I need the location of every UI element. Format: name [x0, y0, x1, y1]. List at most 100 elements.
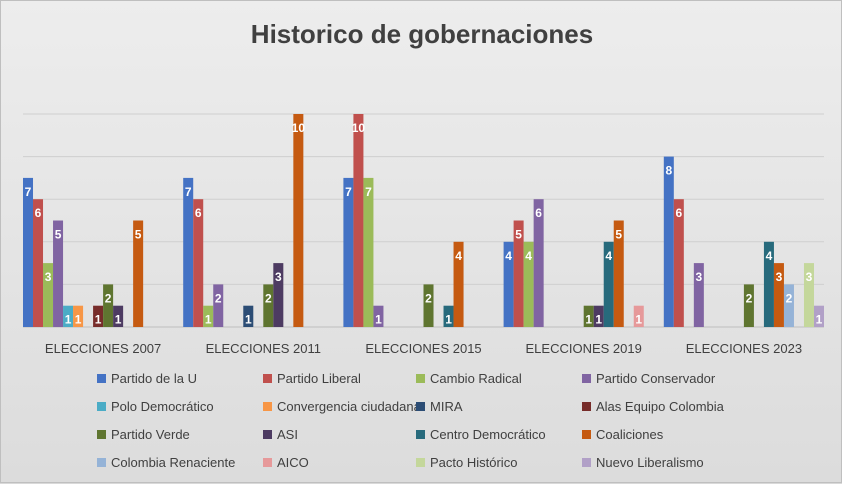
- bar-mira-2: [243, 305, 254, 327]
- data-label: 1: [205, 313, 212, 327]
- data-label: 7: [185, 185, 192, 199]
- legend-label: Partido Verde: [111, 427, 190, 442]
- data-label: 6: [195, 206, 202, 220]
- bar-partido-liberal-1: [33, 199, 44, 327]
- bar-coaliciones-5: [773, 263, 784, 327]
- bar-asi-4: [593, 305, 604, 327]
- x-tick-label: ELECCIONES 2023: [686, 341, 802, 356]
- x-tick-label: ELECCIONES 2011: [206, 341, 321, 356]
- bar-pacto-historico-5: [803, 263, 814, 327]
- bar-partido-conservador-4: [533, 199, 544, 327]
- legend-item-mira: MIRA: [416, 399, 463, 414]
- data-label: 6: [675, 206, 682, 220]
- x-axis: ELECCIONES 2007 ELECCIONES 2011 ELECCIONES…: [45, 341, 802, 356]
- data-label: 7: [345, 185, 352, 199]
- legend-label: MIRA: [430, 399, 463, 414]
- data-label: 5: [615, 228, 622, 242]
- data-label: 1: [445, 313, 452, 327]
- data-label: 1: [115, 313, 122, 327]
- data-label: 3: [776, 270, 783, 284]
- legend-item-partido-de-la-u: Partido de la U: [97, 371, 197, 386]
- x-tick-label: ELECCIONES 2007: [45, 341, 161, 356]
- data-label: 2: [105, 291, 112, 305]
- legend-item-colombia-renaciente: Colombia Renaciente: [97, 455, 235, 470]
- bar-partido-verde-3: [423, 284, 434, 327]
- legend-label: Nuevo Liberalismo: [596, 455, 704, 470]
- bar-partido-verde-4: [583, 305, 594, 327]
- legend-item-nuevo-liberalismo: Nuevo Liberalismo: [582, 455, 704, 470]
- legend-label: Alas Equipo Colombia: [596, 399, 725, 414]
- legend-label: Partido Conservador: [596, 371, 716, 386]
- data-label: 4: [766, 249, 773, 263]
- legend-item-partido-liberal: Partido Liberal: [263, 371, 361, 386]
- legend-label: Polo Democrático: [111, 399, 214, 414]
- legend-swatch: [416, 430, 425, 439]
- bar-partido-de-la-u-2: [183, 177, 194, 327]
- legend-item-partido-conservador: Partido Conservador: [582, 371, 716, 386]
- data-label: 10: [292, 121, 306, 135]
- legend-item-polo-democratico: Polo Democrático: [97, 399, 214, 414]
- bar-cambio-radical-4: [523, 241, 534, 327]
- bar-cambio-radical-1: [43, 263, 54, 327]
- bar-partido-de-la-u-3: [343, 177, 354, 327]
- bars: [23, 114, 824, 327]
- data-label: 4: [455, 249, 462, 263]
- data-label: 1: [635, 313, 642, 327]
- data-label: 2: [215, 291, 222, 305]
- data-label: 4: [525, 249, 532, 263]
- data-label: 5: [135, 228, 142, 242]
- bar-polo-democratico-1: [63, 305, 74, 327]
- data-label: 1: [375, 313, 382, 327]
- bar-aico-4: [633, 305, 644, 327]
- bar-asi-1: [113, 305, 124, 327]
- x-tick-label: ELECCIONES 2019: [526, 341, 642, 356]
- legend-item-convergencia-ciudadana: Convergencia ciudadana: [263, 399, 422, 414]
- legend-label: ASI: [277, 427, 298, 442]
- bar-colombia-renaciente-5: [783, 284, 794, 327]
- legend-swatch: [97, 458, 106, 467]
- bar-asi-2: [273, 263, 284, 327]
- data-label: 2: [746, 291, 753, 305]
- bar-centro-democratico-3: [443, 305, 454, 327]
- bar-partido-liberal-4: [513, 220, 524, 327]
- legend-label: Colombia Renaciente: [111, 455, 235, 470]
- data-label: 2: [425, 291, 432, 305]
- data-label: 1: [75, 313, 82, 327]
- legend-item-coaliciones: Coaliciones: [582, 427, 664, 442]
- legend-label: Partido Liberal: [277, 371, 361, 386]
- bar-coaliciones-4: [613, 220, 624, 327]
- data-label: 6: [535, 206, 542, 220]
- legend-label: Coaliciones: [596, 427, 664, 442]
- legend-swatch: [263, 430, 272, 439]
- legend: Partido de la U Partido Liberal Cambio Rad…: [97, 371, 725, 470]
- bar-partido-liberal-2: [193, 199, 204, 327]
- legend-swatch: [97, 402, 106, 411]
- data-label: 3: [45, 270, 52, 284]
- bar-partido-liberal-3: [353, 114, 364, 327]
- data-label: 2: [265, 291, 272, 305]
- legend-item-aico: AICO: [263, 455, 309, 470]
- bar-cambio-radical-2: [203, 305, 214, 327]
- legend-swatch: [263, 458, 272, 467]
- data-label: 4: [605, 249, 612, 263]
- legend-swatch: [416, 402, 425, 411]
- legend-swatch: [97, 430, 106, 439]
- bar-alas-equipo-colombia-1: [93, 305, 104, 327]
- bar-partido-conservador-1: [53, 220, 64, 327]
- data-label: 1: [65, 313, 72, 327]
- legend-label: Centro Democrático: [430, 427, 546, 442]
- legend-item-asi: ASI: [263, 427, 298, 442]
- legend-swatch: [263, 374, 272, 383]
- data-label: 3: [275, 270, 282, 284]
- legend-item-pacto-historico: Pacto Histórico: [416, 455, 517, 470]
- bar-centro-democratico-5: [763, 241, 774, 327]
- data-label: 7: [25, 185, 32, 199]
- bar-coaliciones-1: [133, 220, 144, 327]
- legend-label: Cambio Radical: [430, 371, 522, 386]
- bar-partido-liberal-5: [673, 199, 684, 327]
- bar-partido-verde-1: [103, 284, 114, 327]
- bar-partido-de-la-u-5: [663, 156, 674, 327]
- legend-swatch: [97, 374, 106, 383]
- chart-title: Historico de gobernaciones: [251, 19, 593, 49]
